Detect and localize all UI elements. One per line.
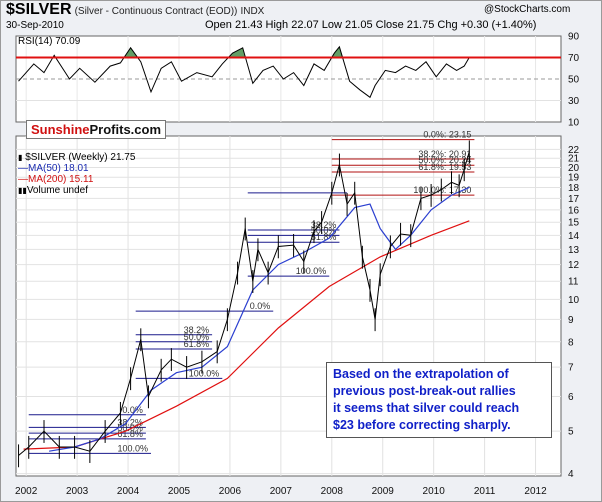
fib-100-label: 100.0%: 17.30 [413, 185, 471, 195]
rsi-tick-label: 30 [568, 96, 580, 107]
fib-0-label: 0.0%: 23.15 [423, 130, 471, 140]
rsi-tick-label: 50 [568, 75, 580, 86]
legend-volume-label: Volume undef [26, 185, 88, 196]
fib-p2-100-label: 100.0% [189, 368, 220, 378]
year-tick-label: 2010 [423, 486, 446, 497]
year-tick-label: 2004 [117, 486, 140, 497]
fib-p3-382-label: 38.2% [117, 417, 143, 427]
fib-p1-618-label: 61.8% [311, 232, 337, 242]
rsi-tick-label: 90 [568, 32, 580, 43]
price-tick-label: 17 [568, 194, 580, 205]
exchange: INDX [240, 6, 265, 17]
brand-part-profits: Profits.com [89, 122, 162, 137]
price-tick-label: 13 [568, 245, 580, 256]
fib-p2-618-label: 61.8% [184, 339, 210, 349]
annotation-line-1: Based on the extrapolation of [333, 367, 509, 381]
legend-ma200: —MA(200) 15.11 [18, 174, 93, 185]
legend-ma200-swatch: — [18, 174, 28, 185]
price-tick-label: 6 [568, 392, 574, 403]
annotation-box: Based on the extrapolation of previous p… [326, 362, 552, 438]
price-tick-label: 4 [568, 469, 574, 480]
price-tick-label: 20 [568, 163, 580, 174]
price-tick-label: 12 [568, 260, 580, 271]
annotation-line-2: previous post-break-out rallies [333, 384, 516, 398]
year-tick-label: 2009 [372, 486, 395, 497]
price-tick-label: 14 [568, 231, 580, 242]
year-tick-label: 2002 [15, 486, 38, 497]
rsi-panel [15, 35, 562, 123]
price-tick-label: 8 [568, 337, 574, 348]
price-tick-label: 21 [568, 154, 580, 165]
year-tick-label: 2006 [219, 486, 242, 497]
price-tick-label: 19 [568, 173, 580, 184]
fib-p1-100-label: 100.0% [296, 266, 327, 276]
year-tick-label: 2005 [168, 486, 191, 497]
ma50-line [49, 186, 470, 452]
legend-price: ▮ $SILVER (Weekly) 21.75 [18, 152, 135, 163]
fib-50-label: 50.0%: 20.24 [418, 155, 471, 165]
price-tick-label: 18 [568, 183, 580, 194]
legend-ma50-label: MA(50) 18.01 [28, 163, 89, 174]
price-tick-label: 16 [568, 205, 580, 216]
legend-ma200-label: MA(200) 15.11 [28, 174, 94, 185]
fib-p3-100-label: 100.0% [117, 443, 148, 453]
fib-p1-50-label: 50.0% [311, 225, 337, 235]
annotation-line-4: $23 before correcting sharply. [333, 418, 511, 432]
year-tick-label: 2007 [270, 486, 293, 497]
brand-part-sunshine: Sunshine [31, 122, 90, 137]
year-tick-label: 2012 [524, 486, 547, 497]
legend-price-label: $SILVER (Weekly) 21.75 [25, 152, 136, 163]
fib-p3-50-label: 50.0% [117, 423, 143, 433]
year-tick-label: 2011 [474, 486, 496, 497]
rsi-tick-label: 70 [568, 53, 580, 64]
fib-61-8-label: 61.8%: 19.53 [418, 162, 471, 172]
symbol-description: (Silver - Continuous Contract (EOD)) [74, 6, 238, 17]
symbol: $SILVER [6, 1, 72, 18]
year-tick-label: 2003 [66, 486, 89, 497]
price-tick-label: 22 [568, 145, 580, 156]
rsi-tick-label: 10 [568, 118, 580, 129]
price-tick-label: 15 [568, 218, 580, 229]
volume-icon: ▮▮ [18, 186, 27, 195]
rsi-line [18, 45, 470, 99]
fib-p3-0-label: 0.0% [122, 405, 143, 415]
legend-volume: ▮▮Volume undef [18, 185, 88, 196]
price-tick-label: 11 [568, 277, 579, 288]
price-tick-label: 7 [568, 363, 574, 374]
price-tick-label: 9 [568, 315, 574, 326]
price-tick-label: 10 [568, 295, 580, 306]
price-line [18, 151, 470, 456]
year-tick-label: 2008 [321, 486, 344, 497]
legend-ma50: —MA(50) 18.01 [18, 163, 89, 174]
legend-price-icon: ▮ [18, 153, 23, 162]
legend-ma50-swatch: — [18, 163, 28, 174]
fib-38-2-label: 38.2%: 20.91 [418, 149, 471, 159]
chart-title: $SILVER (Silver - Continuous Contract (E… [6, 1, 264, 19]
fib-p2-0-label: 0.0% [250, 301, 271, 311]
watermark[interactable]: @StockCharts.com [484, 4, 571, 15]
ohlc-readout: Open 21.43 High 22.07 Low 21.05 Close 21… [205, 19, 537, 31]
fib-p2-50-label: 50.0% [184, 332, 210, 342]
brand-logo[interactable]: SunshineProfits.com [26, 120, 167, 139]
fib-p1-382-label: 38.2% [311, 220, 337, 230]
fib-p2-382-label: 38.2% [184, 325, 210, 335]
fib-p3-618-label: 61.8% [117, 429, 143, 439]
annotation-line-3: it seems that silver could reach [333, 401, 520, 415]
rsi-legend: RSI(14) 70.09 [18, 36, 81, 47]
price-tick-label: 5 [568, 427, 574, 438]
chart-date: 30-Sep-2010 [6, 20, 64, 31]
